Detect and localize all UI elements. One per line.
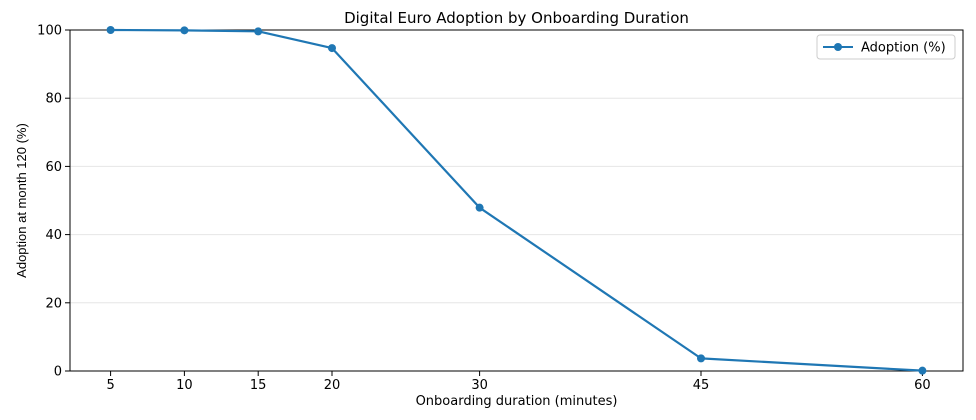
y-tick-label: 20 [45, 296, 62, 311]
y-tick-label: 80 [45, 92, 62, 107]
data-point [918, 366, 927, 375]
x-tick-label: 10 [176, 378, 193, 393]
y-axis: 0 20 40 60 80 100 [37, 24, 70, 380]
y-axis-label: Adoption at month 120 (%) [14, 123, 29, 278]
y-tick-label: 0 [54, 365, 62, 380]
chart-title: Digital Euro Adoption by Onboarding Dura… [344, 9, 689, 27]
gridlines [70, 29, 963, 372]
x-tick-label: 60 [914, 378, 931, 393]
data-point [180, 26, 189, 35]
legend-box [816, 34, 956, 60]
x-tick-label: 20 [324, 378, 341, 393]
x-axis: 5 10 15 20 30 45 60 [106, 371, 931, 393]
y-tick-label: 60 [45, 160, 62, 175]
series-line [110, 28, 923, 372]
data-point [697, 354, 706, 363]
legend-entry: Adoption (%) [861, 41, 946, 56]
y-tick-label: 40 [45, 228, 62, 243]
plot-area [69, 29, 964, 372]
data-point [254, 27, 263, 36]
x-tick-label: 30 [471, 378, 488, 393]
data-point [475, 203, 484, 212]
legend: Adoption (%) [816, 34, 956, 60]
legend-marker-swatch [834, 43, 842, 51]
x-tick-label: 5 [106, 378, 114, 393]
data-point [327, 44, 336, 53]
data-point [106, 26, 115, 34]
x-tick-label: 15 [250, 378, 267, 393]
y-tick-label: 100 [37, 24, 62, 39]
x-axis-label: Onboarding duration (minutes) [416, 394, 618, 409]
series-group [106, 26, 927, 375]
x-tick-label: 45 [693, 378, 710, 393]
